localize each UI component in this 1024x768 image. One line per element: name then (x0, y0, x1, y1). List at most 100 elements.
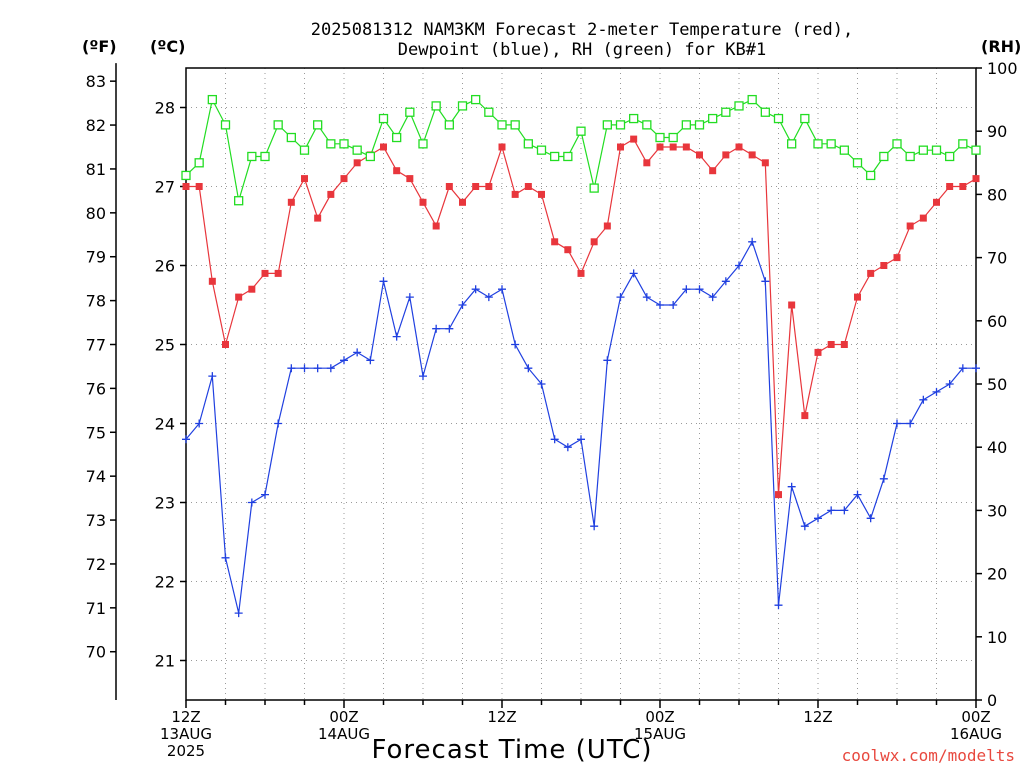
rh-point (260, 151, 270, 162)
rh-tick-label: 10 (987, 628, 1007, 647)
dewpoint-point (761, 277, 770, 286)
temperature-point (459, 198, 466, 206)
temperature-point (722, 151, 730, 159)
celsius-unit-label: (ºC) (150, 37, 185, 56)
rh-point (800, 113, 810, 124)
dewpoint-point (972, 364, 980, 373)
rh-point (497, 120, 507, 130)
fahrenheit-tick-label: 79 (86, 248, 106, 267)
dewpoint-point (932, 387, 941, 396)
time-tick-label: 15AUG (634, 725, 686, 743)
dewpoint-point (392, 332, 401, 341)
temperature-point (590, 238, 598, 246)
rh-point (813, 139, 823, 149)
rh-point (523, 139, 533, 149)
temperature-point (472, 183, 480, 190)
temperature-point (182, 183, 190, 190)
dewpoint-point (432, 324, 441, 333)
dewpoint-point (208, 372, 217, 381)
rh-point (431, 101, 441, 111)
dewpoint-point (484, 293, 493, 302)
temperature-point (353, 159, 361, 167)
rh-tick-label: 100 (987, 59, 1018, 78)
fahrenheit-tick-label: 76 (86, 379, 106, 398)
time-tick-label: 00Z (329, 708, 358, 726)
temperature-point (748, 151, 756, 159)
celsius-axis: 21 22 23 24 25 26 27 28 (155, 99, 186, 671)
dewpoint-point (906, 419, 915, 428)
rh-point (536, 145, 547, 155)
dewpoint-point (366, 356, 375, 365)
celsius-tick-label: 27 (155, 178, 175, 197)
rh-point (958, 139, 968, 149)
rh-point (326, 139, 336, 149)
rh-point (747, 94, 757, 105)
time-tick-label: 00Z (645, 708, 674, 726)
temperature-point (419, 198, 427, 206)
temperature-point (235, 293, 243, 301)
dewpoint-point (445, 324, 454, 333)
rh-point (405, 107, 415, 117)
dewpoint-point (958, 364, 967, 373)
rh-point (615, 120, 626, 130)
rh-tick-label: 60 (987, 312, 1007, 331)
dewpoint-point (656, 301, 664, 309)
dewpoint-point (577, 435, 585, 444)
temperature-point (788, 301, 796, 309)
temperature-point (827, 341, 835, 348)
temperature-point (195, 183, 203, 190)
temperature-point (840, 341, 848, 348)
rh-point (694, 120, 705, 130)
rh-point (734, 101, 744, 111)
temperature-point (248, 285, 256, 293)
time-tick-label: 00Z (961, 708, 990, 726)
time-tick-label: 16AUG (950, 725, 1002, 743)
dewpoint-point (642, 293, 651, 302)
dewpoint-point (735, 261, 743, 270)
rh-tick-label: 40 (987, 438, 1007, 457)
celsius-tick-label: 25 (155, 336, 175, 355)
dewpoint-point (853, 490, 862, 499)
temperature-point (485, 183, 493, 190)
temperature-point (617, 143, 624, 151)
time-tick-label: 12Z (171, 708, 200, 726)
credit-text: coolwx.com/modelts (842, 746, 1015, 765)
dewpoint-point (247, 498, 256, 507)
rh-axis: 0 10 20 30 40 50 60 70 80 90 100 (976, 59, 1018, 710)
temperature-point (524, 183, 532, 190)
dewpoint-point (814, 514, 822, 523)
rh-point (826, 139, 836, 149)
dewpoint-point (234, 609, 243, 618)
fahrenheit-tick-label: 75 (86, 423, 106, 442)
temperature-point (775, 491, 782, 499)
rh-point (879, 151, 889, 162)
temperature-point (393, 167, 401, 175)
dewpoint-point (787, 482, 796, 491)
fahrenheit-tick-label: 82 (86, 116, 106, 135)
rh-point (576, 126, 586, 136)
temperature-point (287, 198, 295, 206)
temperature-point (498, 143, 506, 151)
temperature-point (327, 190, 335, 198)
temperature-point (314, 214, 322, 222)
temperature-point (682, 143, 690, 151)
dewpoint-point (353, 348, 362, 357)
dewpoint-point (945, 380, 954, 388)
temperature-point (340, 175, 348, 183)
temperature-point (222, 341, 229, 348)
temperature-point (801, 412, 809, 420)
temperature-point (261, 269, 269, 277)
rh-point (773, 113, 784, 124)
temperature-point (445, 183, 453, 190)
rh-point (392, 132, 402, 143)
rh-point (510, 120, 520, 130)
dewpoint-point (800, 522, 809, 531)
fahrenheit-tick-label: 70 (86, 643, 106, 662)
temperature-point (946, 183, 954, 190)
rh-point (602, 120, 612, 130)
series-layer (181, 94, 981, 618)
dewpoint-point (326, 364, 335, 373)
fahrenheit-tick-label: 71 (86, 599, 106, 618)
